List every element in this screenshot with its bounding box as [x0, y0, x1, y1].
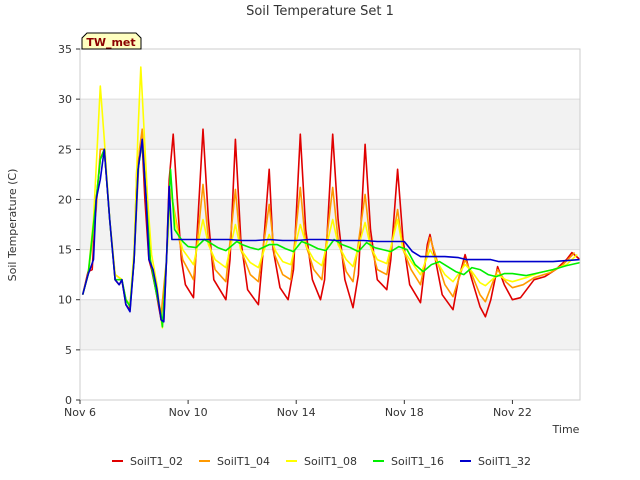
grid-band — [80, 99, 580, 150]
badge-background — [81, 32, 142, 50]
badge-label: TW_met — [86, 36, 135, 49]
series-line-soilt1_32 — [81, 138, 581, 323]
y-tick-label: 35 — [58, 43, 72, 56]
chart-title: Soil Temperature Set 1 — [246, 4, 394, 19]
series-line-soilt1_08 — [81, 66, 578, 329]
series-layer — [81, 66, 581, 329]
y-axis-label: Soil Temperature (C) — [6, 169, 19, 282]
y-tick-label: 30 — [58, 93, 72, 106]
x-tick-labels: Nov 6 Nov 10 Nov 14 Nov 18 Nov 22 — [64, 400, 532, 419]
legend-item-soilt1_16: SoilT1_16 — [373, 455, 444, 468]
station-badge: TW_met — [81, 32, 142, 50]
legend-label: SoilT1_32 — [478, 455, 531, 468]
x-tick-label: Nov 14 — [277, 406, 316, 419]
y-tick-label: 10 — [58, 294, 72, 307]
legend-label: SoilT1_02 — [130, 455, 183, 468]
legend-label: SoilT1_16 — [391, 455, 444, 468]
x-tick-label: Nov 6 — [64, 406, 96, 419]
grid-band — [80, 299, 580, 350]
legend-label: SoilT1_08 — [304, 455, 357, 468]
legend-item-soilt1_04: SoilT1_04 — [199, 455, 270, 468]
grid-bands — [80, 99, 580, 350]
plot-frame — [79, 48, 581, 401]
legend: SoilT1_02 SoilT1_04 SoilT1_08 SoilT1_16 Soil… — [112, 455, 531, 468]
y-tick-label: 15 — [58, 244, 72, 257]
axes — [79, 48, 581, 401]
y-tick-label: 20 — [58, 193, 72, 206]
y-tick-labels: 0 5 10 15 20 25 30 35 — [58, 43, 80, 407]
y-tick-label: 25 — [58, 143, 72, 156]
y-tick-label: 5 — [65, 344, 72, 357]
y-tick-label: 0 — [65, 394, 72, 407]
legend-item-soilt1_02: SoilT1_02 — [112, 455, 183, 468]
legend-item-soilt1_32: SoilT1_32 — [460, 455, 531, 468]
legend-item-soilt1_08: SoilT1_08 — [286, 455, 357, 468]
x-tick-label: Nov 18 — [385, 406, 424, 419]
x-tick-label: Nov 10 — [169, 406, 208, 419]
x-tick-label: Nov 22 — [493, 406, 532, 419]
x-axis-label: Time — [552, 423, 580, 436]
legend-label: SoilT1_04 — [217, 455, 270, 468]
